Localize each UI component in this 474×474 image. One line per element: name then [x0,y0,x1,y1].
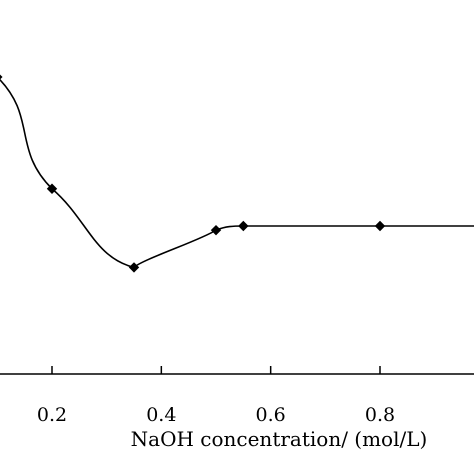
data-point-marker [210,224,222,236]
series-markers [0,74,386,273]
x-tick-labels: 0.2 0.4 0.6 0.8 [37,404,395,426]
data-point-marker [238,220,249,232]
data-point-marker [128,262,140,273]
x-ticks [51,366,381,374]
x-tick-label: 0.4 [146,404,176,426]
x-tick-label: 0.8 [365,404,395,426]
series-line [0,78,474,269]
x-tick-label: 0.2 [37,404,67,426]
data-point-marker [46,183,58,194]
data-point-marker [374,220,386,232]
x-axis-title: NaOH concentration/ (mol/L) [131,427,428,451]
x-tick-label: 0.6 [256,404,286,426]
data-point-marker [0,74,3,80]
